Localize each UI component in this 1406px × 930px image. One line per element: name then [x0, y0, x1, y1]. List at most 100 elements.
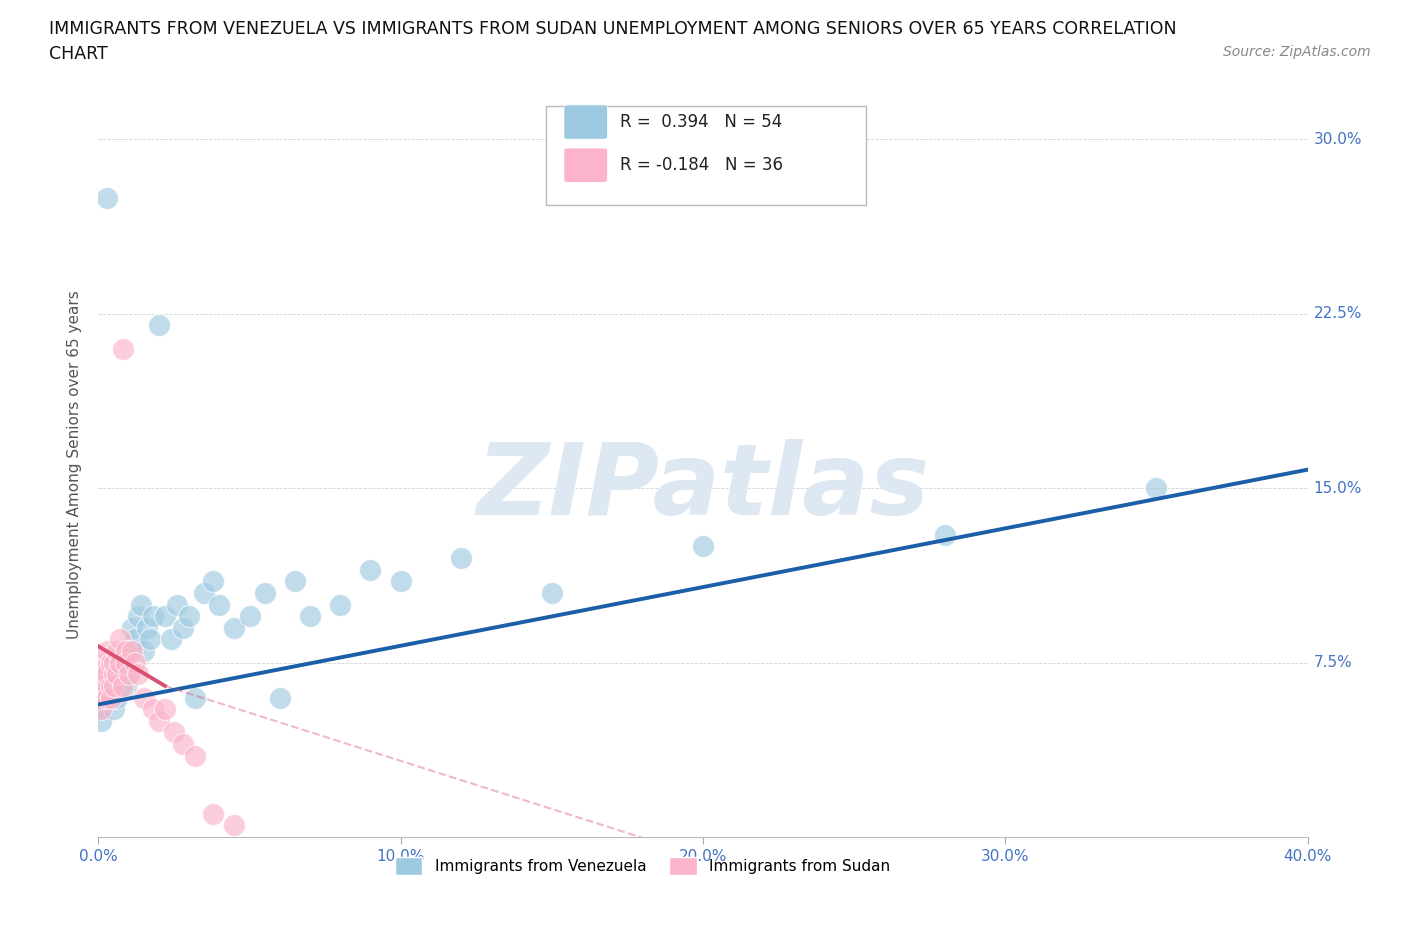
Point	[100, 656, 122, 671]
Point	[111, 341, 134, 356]
Text: 7.5%: 7.5%	[1313, 655, 1353, 671]
Point	[135, 620, 157, 635]
Point	[103, 656, 125, 671]
Point	[160, 632, 183, 647]
Point	[148, 713, 170, 728]
Point	[96, 667, 118, 682]
Point	[114, 656, 136, 671]
Point	[153, 609, 176, 624]
Point	[127, 609, 149, 624]
Point	[103, 667, 125, 682]
Point	[118, 667, 141, 682]
Point	[90, 702, 112, 717]
Text: Source: ZipAtlas.com: Source: ZipAtlas.com	[1223, 45, 1371, 59]
Point	[148, 318, 170, 333]
Text: 15.0%: 15.0%	[1313, 481, 1362, 496]
Point	[114, 656, 136, 671]
Legend: Immigrants from Venezuela, Immigrants from Sudan: Immigrants from Venezuela, Immigrants fr…	[389, 851, 896, 882]
Point	[184, 748, 207, 763]
Text: ZIPatlas: ZIPatlas	[477, 439, 929, 536]
Point	[118, 644, 141, 658]
Point	[269, 690, 291, 705]
Point	[108, 656, 131, 671]
Point	[224, 620, 246, 635]
Point	[96, 667, 118, 682]
Point	[90, 702, 112, 717]
Point	[179, 609, 201, 624]
Point	[108, 679, 131, 694]
Point	[90, 690, 112, 705]
Point	[103, 667, 125, 682]
Point	[253, 586, 276, 601]
Point	[111, 667, 134, 682]
FancyBboxPatch shape	[564, 105, 607, 140]
Point	[193, 586, 215, 601]
Point	[360, 562, 382, 577]
Point	[118, 667, 141, 682]
Point	[103, 679, 125, 694]
FancyBboxPatch shape	[546, 106, 866, 205]
Point	[540, 586, 562, 601]
Point	[450, 551, 472, 565]
Point	[224, 818, 246, 833]
Point	[105, 690, 128, 705]
Point	[96, 644, 118, 658]
Point	[100, 679, 122, 694]
Point	[108, 667, 131, 682]
Text: 22.5%: 22.5%	[1313, 306, 1362, 322]
Point	[121, 644, 143, 658]
FancyBboxPatch shape	[564, 148, 607, 182]
Point	[96, 190, 118, 205]
Point	[114, 644, 136, 658]
Point	[105, 667, 128, 682]
Point	[108, 656, 131, 671]
Point	[132, 690, 155, 705]
Point	[132, 644, 155, 658]
Point	[172, 620, 194, 635]
Point	[184, 690, 207, 705]
Point	[103, 656, 125, 671]
Point	[93, 679, 115, 694]
Point	[90, 679, 112, 694]
Point	[105, 644, 128, 658]
Point	[124, 632, 146, 647]
Point	[111, 679, 134, 694]
Point	[202, 574, 225, 589]
Point	[93, 656, 115, 671]
Y-axis label: Unemployment Among Seniors over 65 years: Unemployment Among Seniors over 65 years	[67, 291, 83, 640]
Point	[389, 574, 412, 589]
Point	[121, 620, 143, 635]
Point	[100, 679, 122, 694]
Point	[124, 656, 146, 671]
Point	[105, 679, 128, 694]
Point	[114, 679, 136, 694]
Point	[163, 725, 186, 740]
Point	[284, 574, 307, 589]
Point	[208, 597, 231, 612]
Point	[166, 597, 188, 612]
Point	[142, 702, 165, 717]
Point	[90, 713, 112, 728]
Point	[100, 690, 122, 705]
Text: R =  0.394   N = 54: R = 0.394 N = 54	[620, 113, 782, 131]
Point	[1144, 481, 1167, 496]
Point	[103, 702, 125, 717]
Point	[127, 667, 149, 682]
Point	[93, 667, 115, 682]
Point	[108, 632, 131, 647]
Text: 30.0%: 30.0%	[1313, 132, 1362, 147]
Point	[329, 597, 352, 612]
Point	[96, 690, 118, 705]
Point	[111, 644, 134, 658]
Point	[299, 609, 322, 624]
Point	[129, 597, 152, 612]
Point	[93, 690, 115, 705]
Point	[239, 609, 262, 624]
Point	[93, 679, 115, 694]
Point	[153, 702, 176, 717]
Point	[172, 737, 194, 751]
Point	[100, 690, 122, 705]
Point	[139, 632, 162, 647]
Text: CHART: CHART	[49, 45, 108, 62]
Text: R = -0.184   N = 36: R = -0.184 N = 36	[620, 156, 783, 174]
